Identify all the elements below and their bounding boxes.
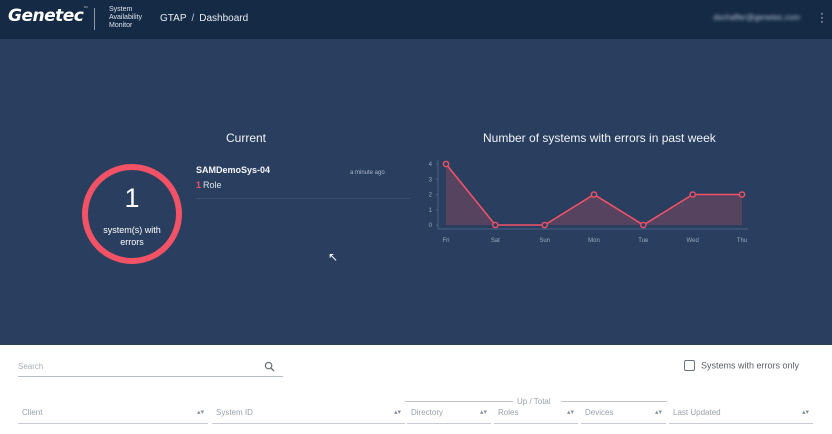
x-tick-label: Thu (737, 238, 747, 244)
column-header-roles[interactable]: Roles ▴▾ (494, 408, 578, 424)
breadcrumb: GTAP / Dashboard (160, 13, 248, 24)
column-header-last-updated[interactable]: Last Updated ▴▾ (669, 408, 813, 424)
mouse-cursor-icon: ↖ (328, 250, 339, 264)
error-count-ring: 1 system(s) with errors (82, 164, 182, 264)
y-tick-label: 3 (429, 177, 433, 183)
x-tick-label: Fri (443, 238, 450, 244)
system-timestamp: a minute ago (350, 170, 385, 176)
sort-icon[interactable]: ▴▾ (479, 409, 487, 416)
sort-icon[interactable]: ▴▾ (654, 409, 662, 416)
column-header-directory[interactable]: Directory ▴▾ (407, 408, 491, 424)
search-input[interactable] (18, 362, 258, 371)
genetec-logo[interactable]: Genetec™ (8, 6, 88, 26)
dashboard-panel: Current 1 system(s) with errors SAMDemoS… (0, 39, 832, 345)
group-line-right (561, 401, 667, 402)
sort-icon[interactable]: ▴▾ (196, 409, 204, 416)
errors-only-label: Systems with errors only (701, 360, 800, 371)
sort-icon[interactable]: ▴▾ (393, 409, 401, 416)
column-header-devices[interactable]: Devices ▴▾ (581, 408, 666, 424)
errors-week-chart: 0 1 2 3 4 Fri Sat Sun Mon Tue Wed Thu (429, 160, 748, 244)
x-tick-label: Mon (588, 238, 600, 244)
top-bar: Genetec™ System Availability Monitor GTA… (0, 0, 832, 39)
x-tick-label: Sat (491, 238, 500, 244)
sort-icon[interactable]: ▴▾ (566, 409, 574, 416)
product-name: System Availability Monitor (109, 6, 142, 29)
sort-icon[interactable]: ▴▾ (801, 409, 809, 416)
up-total-group-label: Up / Total (515, 397, 553, 406)
errors-only-filter[interactable]: Systems with errors only (684, 360, 800, 372)
data-point (738, 191, 746, 198)
errors-only-checkbox[interactable] (684, 360, 695, 372)
data-point (541, 221, 548, 229)
group-line-left (405, 401, 513, 402)
chart-title: Number of systems with errors in past we… (483, 131, 716, 145)
brand-divider (94, 8, 95, 30)
data-point (442, 160, 450, 168)
x-tick-label: Tue (638, 238, 649, 244)
data-point (689, 191, 696, 198)
y-tick-label: 4 (429, 162, 433, 168)
search-icon[interactable] (264, 361, 275, 372)
systems-table-panel: Systems with errors only Up / Total Clie… (0, 345, 832, 434)
current-title: Current (226, 131, 267, 145)
column-header-client[interactable]: Client ▴▾ (18, 408, 208, 424)
breadcrumb-root[interactable]: GTAP (160, 13, 187, 24)
x-tick-label: Wed (687, 238, 699, 244)
system-role-count: 1 Role (196, 180, 222, 190)
breadcrumb-current: Dashboard (199, 13, 249, 24)
data-point (492, 221, 499, 229)
y-tick-label: 2 (429, 193, 433, 199)
error-count: 1 (124, 183, 140, 213)
search-box (18, 361, 283, 377)
user-email[interactable]: dschaffer@genetec.com (713, 13, 800, 22)
system-divider (196, 198, 410, 199)
system-name-link[interactable]: SAMDemoSys-04 (196, 165, 271, 175)
data-point (640, 221, 647, 229)
data-point (590, 191, 598, 198)
y-tick-label: 0 (429, 223, 433, 229)
y-tick-label: 1 (429, 208, 433, 214)
column-header-system-id[interactable]: System ID ▴▾ (212, 408, 405, 424)
x-tick-label: Sun (539, 238, 550, 244)
breadcrumb-separator: / (191, 13, 195, 24)
error-count-label: system(s) with errors (103, 225, 161, 247)
more-menu-icon[interactable]: · · · (820, 8, 824, 28)
